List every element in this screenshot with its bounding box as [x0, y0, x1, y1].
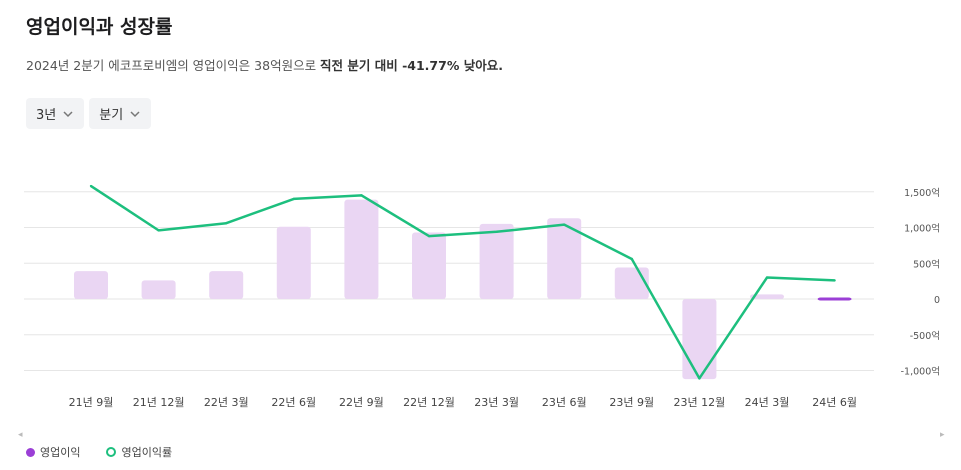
bar [209, 271, 244, 299]
line-point [563, 223, 566, 226]
bar [614, 267, 649, 299]
line-point [833, 279, 836, 282]
line-point [630, 257, 633, 261]
line-point [89, 184, 93, 188]
bar [412, 232, 446, 299]
y-tick-label: 1,500억 [904, 187, 940, 199]
line-point [765, 276, 769, 279]
bar [479, 223, 514, 299]
period-dropdown-label: 3년 [36, 108, 57, 123]
bar [344, 199, 379, 299]
y-tick-label: -500억 [910, 330, 940, 342]
x-tick-label: 21년 12월 [133, 396, 185, 409]
bar [74, 271, 108, 299]
bar [817, 297, 852, 301]
legend-bar-label: 영업이익 [40, 446, 81, 459]
x-tick-label: 22년 3월 [204, 396, 249, 409]
subtitle-highlight: 직전 분기 대비 -41.77% 낮아요. [320, 58, 503, 73]
subtitle-text: 2024년 2분기 에코프로비엠의 영업이익은 38억원으로 [26, 58, 321, 73]
page-title: 영업이익과 성장률 [26, 16, 173, 38]
y-tick-label: 500억 [913, 258, 940, 270]
x-tick-label: 22년 12월 [403, 396, 455, 409]
interval-dropdown[interactable]: 분기 [89, 98, 152, 129]
bar [276, 226, 311, 299]
bar [547, 218, 582, 299]
series-line [90, 184, 835, 380]
line-point [292, 197, 295, 201]
y-tick-label: -1,000억 [901, 366, 940, 378]
legend-item-bar[interactable]: 영업이익 [26, 444, 80, 460]
x-tick-label: 24년 3월 [745, 396, 790, 409]
period-dropdown[interactable]: 3년 [26, 98, 85, 129]
x-tick-label: 23년 12월 [674, 396, 726, 409]
x-tick-label: 23년 3월 [474, 396, 519, 409]
legend-item-line[interactable]: 영업이익률 [106, 444, 172, 460]
y-tick-label: 1,000억 [904, 223, 940, 235]
x-tick-label: 22년 9월 [339, 396, 384, 409]
x-tick-label: 23년 9월 [609, 396, 654, 409]
scroll-right-icon[interactable]: ▸ [940, 430, 945, 440]
legend-bar-swatch [26, 447, 35, 457]
x-tick-label: 22년 6월 [271, 396, 316, 409]
x-tick-label: 21년 9월 [69, 396, 114, 409]
chart-subtitle: 2024년 2분기 에코프로비엠의 영업이익은 38억원으로 직전 분기 대비 … [26, 55, 503, 74]
interval-dropdown-label: 분기 [99, 108, 124, 123]
legend-line-label: 영업이익률 [121, 446, 173, 459]
chevron-down-icon [63, 110, 73, 117]
line-point [427, 234, 431, 238]
line-point [157, 229, 160, 232]
operating-profit-chart: 1,500억 1,000억 500억 0 -500억 -1,000억 21년 9월 21년 … [24, 184, 940, 409]
line-point [360, 194, 363, 197]
bar [682, 299, 717, 380]
bar [750, 294, 784, 299]
bar [141, 280, 176, 299]
chevron-down-icon [130, 110, 140, 117]
y-tick-label: 0 [934, 295, 940, 306]
filter-bar: 3년 분기 [26, 98, 152, 129]
line-point [225, 222, 228, 225]
chart-legend: 영업이익 영업이익률 [26, 444, 172, 460]
line-point [495, 230, 498, 233]
x-tick-label: 24년 6월 [812, 396, 857, 409]
line-point [698, 377, 701, 380]
x-tick-label: 23년 6월 [542, 396, 587, 409]
scroll-left-icon[interactable]: ◂ [18, 430, 23, 440]
legend-line-swatch [106, 447, 117, 457]
